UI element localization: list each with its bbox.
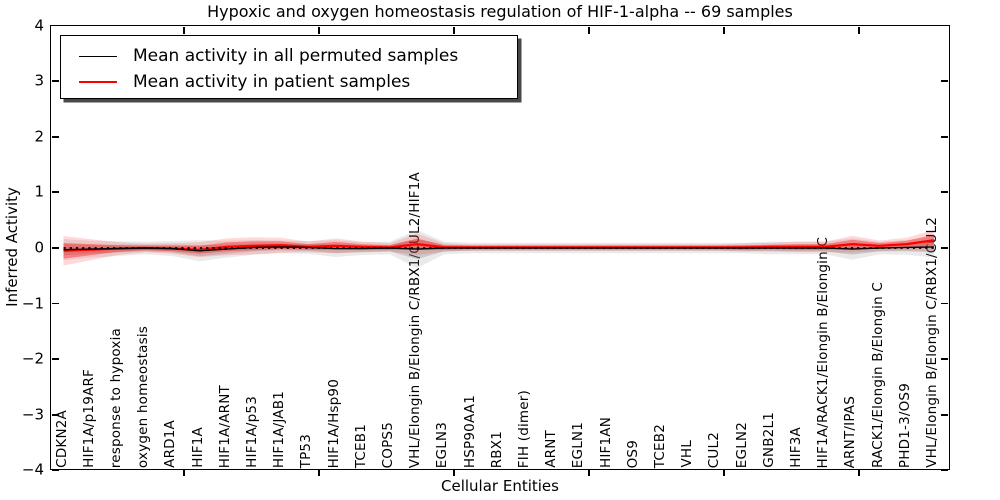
y-tick-label: 1 xyxy=(34,182,44,201)
x-category-label: HSP90AA1 xyxy=(461,394,478,468)
x-category-label: HIF1A xyxy=(189,427,206,468)
x-category-label: RBX1 xyxy=(488,430,505,468)
x-category-label: VHL xyxy=(679,440,696,468)
x-tick-mark-top xyxy=(588,27,590,34)
legend-line-sample-black xyxy=(79,55,117,57)
x-category-label: GNB2L1 xyxy=(760,412,777,468)
x-category-label: ARNT xyxy=(543,430,560,468)
x-category-label: OS9 xyxy=(624,439,641,468)
x-category-label: RACK1/Elongin B/Elongin C xyxy=(869,281,886,468)
y-tick-mark-left xyxy=(52,80,59,82)
y-tick-label: −3 xyxy=(21,405,44,424)
x-tick-mark-bottom xyxy=(183,470,185,476)
x-category-label: response to hypoxia xyxy=(107,327,124,468)
plot-area xyxy=(50,25,950,470)
y-tick-mark-right xyxy=(941,358,948,360)
legend: Mean activity in all permuted samples Me… xyxy=(60,35,518,99)
x-category-label: HIF1AN xyxy=(597,416,614,468)
x-category-label: HIF1A/RACK1/Elongin B/Elongin C xyxy=(815,236,832,468)
legend-item-permuted: Mean activity in all permuted samples xyxy=(79,43,517,69)
x-category-label: FIH (dimer) xyxy=(515,389,532,468)
x-category-label: TCEB2 xyxy=(651,423,668,468)
y-tick-label: 4 xyxy=(34,16,44,35)
y-tick-mark-left xyxy=(52,358,59,360)
y-tick-label: 2 xyxy=(34,127,44,146)
legend-label-patient: Mean activity in patient samples xyxy=(133,72,411,92)
x-category-label: EGLN1 xyxy=(570,421,587,468)
x-category-label: HIF1A/p19ARF xyxy=(80,369,97,468)
legend-item-patient: Mean activity in patient samples xyxy=(79,69,517,95)
y-tick-mark-right xyxy=(941,247,948,249)
y-tick-label: −2 xyxy=(21,349,44,368)
y-tick-mark-left xyxy=(52,247,59,249)
y-tick-mark-right xyxy=(941,191,948,194)
x-axis-label: Cellular Entities xyxy=(441,477,559,495)
x-category-label: EGLN2 xyxy=(733,421,750,468)
x-category-label: VHL/Elongin B/Elongin C/RBX1/CUL2/HIF1A xyxy=(407,171,424,468)
y-tick-mark-left xyxy=(52,469,59,472)
x-tick-mark-top xyxy=(453,27,455,34)
y-tick-mark-left xyxy=(52,302,59,305)
y-tick-mark-right xyxy=(941,469,948,472)
legend-label-permuted: Mean activity in all permuted samples xyxy=(133,46,459,66)
x-category-label: HIF1A/ARNT xyxy=(216,384,233,468)
y-tick-label: 0 xyxy=(34,238,44,257)
legend-line-sample-red xyxy=(79,81,117,83)
chart-title: Hypoxic and oxygen homeostasis regulatio… xyxy=(207,2,793,21)
x-category-label: HIF3A xyxy=(787,427,804,468)
y-tick-mark-right xyxy=(941,135,948,138)
y-tick-label: −1 xyxy=(21,294,44,313)
x-category-label: oxygen homeostasis xyxy=(135,325,152,468)
x-tick-mark-top xyxy=(183,27,185,34)
y-tick-mark-left xyxy=(52,135,59,138)
x-tick-mark-bottom xyxy=(588,470,590,476)
x-category-label: HIF1A/JAB1 xyxy=(271,390,288,468)
x-category-label: HIF1A/p53 xyxy=(243,396,260,468)
x-category-label: VHL/Elongin B/Elongin C/RBX1/CUL2 xyxy=(923,217,940,468)
x-category-label: HIF1A/Hsp90 xyxy=(325,378,342,468)
x-tick-mark-bottom xyxy=(318,470,320,476)
x-category-label: COPS5 xyxy=(379,421,396,468)
y-tick-mark-right xyxy=(941,80,948,82)
y-tick-mark-right xyxy=(941,413,948,416)
x-category-label: CUL2 xyxy=(706,431,723,468)
y-tick-mark-right xyxy=(941,302,948,305)
x-category-label: PHD1-3/OS9 xyxy=(896,382,913,468)
x-category-label: TP53 xyxy=(298,433,315,468)
x-tick-mark-bottom xyxy=(723,470,725,476)
x-category-label: EGLN3 xyxy=(434,421,451,468)
x-tick-mark-top xyxy=(318,27,320,34)
x-tick-mark-bottom xyxy=(453,470,455,476)
x-tick-mark-top xyxy=(858,27,860,34)
x-tick-mark-bottom xyxy=(858,470,860,476)
y-tick-label: 3 xyxy=(34,71,44,90)
x-category-label: ARD1A xyxy=(162,420,179,468)
x-category-label: TCEB1 xyxy=(352,423,369,468)
x-category-label: CDKN2A xyxy=(53,410,70,468)
x-tick-mark-top xyxy=(723,27,725,34)
y-tick-mark-left xyxy=(52,191,59,194)
y-tick-mark-left xyxy=(52,413,59,416)
y-tick-label: −4 xyxy=(21,460,44,479)
x-category-label: ARNT/IPAS xyxy=(842,395,859,468)
